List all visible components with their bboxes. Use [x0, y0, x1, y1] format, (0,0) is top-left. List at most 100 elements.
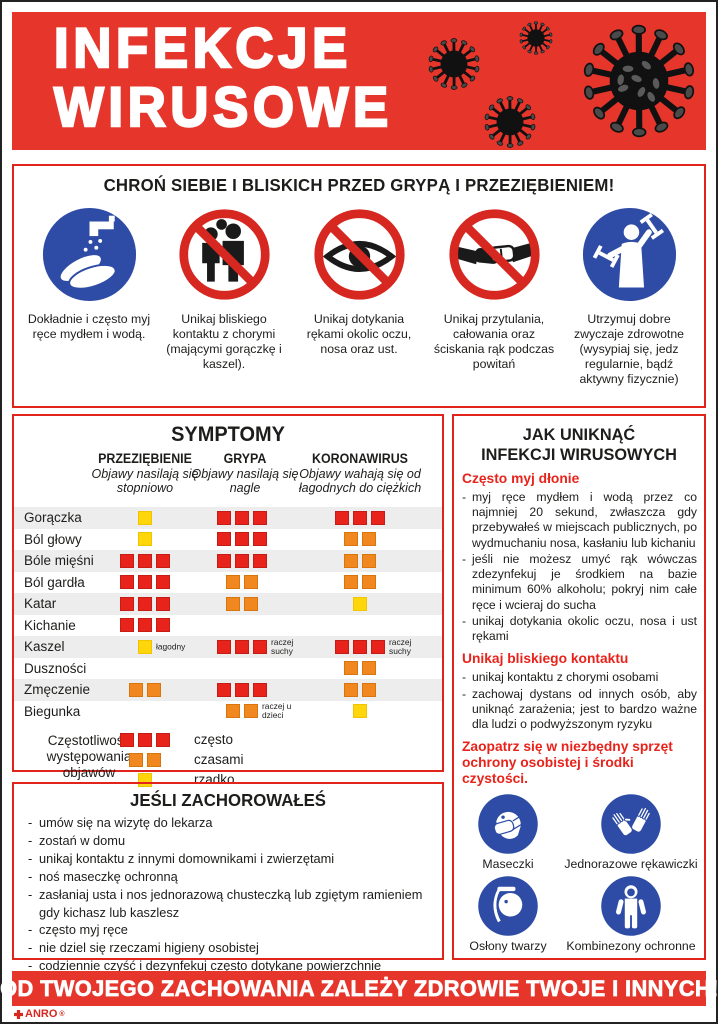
symptom-square-red [217, 510, 231, 525]
symptom-cell [197, 529, 287, 551]
symptom-square-yellow [138, 510, 152, 525]
header-banner: INFEKCJE WIRUSOWE [12, 12, 706, 150]
symptom-square-red [217, 682, 231, 697]
symptom-squares [136, 510, 154, 525]
symptom-square-orange [344, 661, 358, 676]
legend-label: Częstotliwość występowania objawów [46, 733, 132, 781]
no-handshake-icon [446, 206, 543, 303]
symptom-label: Ból gardła [24, 574, 85, 590]
sick-bullet: noś maseczkę ochronną [28, 868, 432, 886]
symptom-square-red [253, 532, 267, 547]
sick-bullet: unikaj kontaktu z innymi domownikami i z… [28, 850, 432, 868]
symptom-square-red [138, 733, 152, 747]
symptom-cell [315, 529, 405, 551]
column-header-coronavirus: KORONAWIRUS Objawy wahają się od łagodny… [298, 451, 422, 495]
symptom-cell [197, 615, 287, 637]
ppe-label: Kombinezony ochronne [566, 938, 696, 953]
wash-hands-icon [41, 206, 138, 303]
symptom-note: raczej u dzieci [262, 701, 292, 721]
poster-title-line1: INFEKCJE [53, 16, 352, 79]
symptom-squares [215, 639, 269, 654]
symptom-cell [100, 615, 190, 637]
symptom-cell [197, 679, 287, 701]
symptom-label: Kaszel [24, 639, 65, 654]
ppe-item: Osłony twarzy [469, 875, 547, 953]
symptom-squares [136, 532, 154, 547]
sick-list: umów się na wizytę do lekarzazostań w do… [14, 814, 442, 975]
ppe-item: Maseczki [477, 793, 539, 871]
symptom-label: Zmęczenie [24, 682, 91, 697]
brand-mark: ® [59, 1010, 65, 1018]
symptom-square-yellow [353, 704, 367, 719]
symptom-square-red [120, 553, 134, 568]
ppe-label: Osłony twarzy [469, 938, 547, 953]
avoid-group-heading: Zaopatrz się w niezbędny sprzęt ochrony … [462, 739, 673, 787]
legend-word: czasami [194, 752, 244, 767]
symptom-cell [100, 593, 190, 615]
symptom-squares [127, 753, 163, 767]
virus-icon [482, 94, 538, 150]
symptom-cell [100, 679, 190, 701]
symptom-square-red [217, 532, 231, 547]
protect-items: Dokładnie i często myj ręce mydłem i wod… [14, 196, 704, 387]
symptom-square-red [156, 733, 170, 747]
symptom-square-orange [362, 682, 376, 697]
symptom-cell [315, 658, 405, 680]
legend-word: często [194, 732, 234, 747]
symptom-square-red [120, 575, 134, 590]
symptom-label: Gorączka [24, 510, 82, 525]
sick-bullet: często myj ręce [28, 921, 432, 939]
symptom-squares [224, 704, 260, 719]
symptom-square-red [138, 553, 152, 568]
symptom-square-red [217, 553, 231, 568]
sick-title: JEŚLI ZACHOROWAŁEŚ [129, 790, 327, 810]
symptom-square-red [353, 510, 367, 525]
symptom-cell [315, 507, 405, 529]
ppe-item: Jednorazowe rękawiczki [564, 793, 698, 871]
ppe-grid: Maseczki Jednorazowe rękawiczki Osłony t… [454, 793, 704, 953]
symptom-square-red [156, 618, 170, 633]
symptom-label: Ból głowy [24, 531, 82, 547]
avoid-bullet-list: myj ręce mydłem i wodą przez co najmniej… [454, 490, 704, 645]
avoid-bullet: unikaj kontaktu z chorymi osobami [462, 670, 697, 686]
symptom-square-orange [344, 682, 358, 697]
avoid-bullet: jeśli nie możesz umyć rąk wówczas zdezyn… [462, 552, 697, 613]
protect-section: CHROŃ SIEBIE I BLISKICH PRZED GRYPĄ I PR… [12, 164, 706, 408]
symptom-cell [197, 507, 287, 529]
symptom-square-red [120, 618, 134, 633]
symptom-squares [351, 596, 369, 611]
symptom-row: Bóle mięśni [14, 550, 442, 572]
sick-bullet: zostań w domu [28, 832, 432, 850]
symptom-square-orange [129, 682, 143, 697]
symptom-square-red [235, 553, 249, 568]
symptom-square-red [353, 639, 367, 654]
symptom-cell [315, 550, 405, 572]
symptom-label: Kichanie [24, 617, 76, 633]
symptom-squares [118, 553, 172, 568]
symptom-cell [100, 701, 190, 723]
symptom-square-orange [244, 704, 258, 719]
symptom-cell [100, 572, 190, 594]
face-shield-icon [477, 875, 539, 937]
face-mask-icon [477, 793, 539, 855]
protect-item: Unikaj bliskiego kontaktu z chorymi (maj… [157, 206, 291, 387]
symptom-cell [315, 593, 405, 615]
symptom-squares [333, 510, 387, 525]
symptom-cell: raczej u dzieci [197, 701, 291, 723]
symptom-squares [136, 639, 154, 654]
symptom-squares [215, 553, 269, 568]
symptom-square-orange [226, 575, 240, 590]
avoid-panel: JAK UNIKNĄĆ INFEKCJI WIRUSOWYCH Często m… [452, 414, 706, 960]
symptom-square-red [235, 532, 249, 547]
symptom-cell: łagodny [100, 636, 190, 658]
symptom-square-red [235, 682, 249, 697]
symptom-squares [224, 575, 260, 590]
symptom-square-red [120, 596, 134, 611]
protect-item: Unikaj dotykania rękami okolic oczu, nos… [292, 206, 426, 387]
symptom-square-orange [344, 532, 358, 547]
symptoms-title: SYMPTOMY [171, 423, 285, 446]
symptom-squares [118, 618, 172, 633]
no-touch-face-icon [311, 206, 408, 303]
symptom-squares [342, 575, 378, 590]
